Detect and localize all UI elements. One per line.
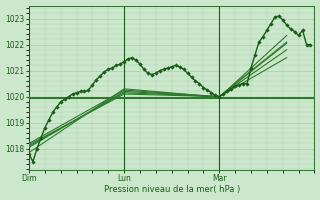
X-axis label: Pression niveau de la mer( hPa ): Pression niveau de la mer( hPa ) <box>104 185 240 194</box>
